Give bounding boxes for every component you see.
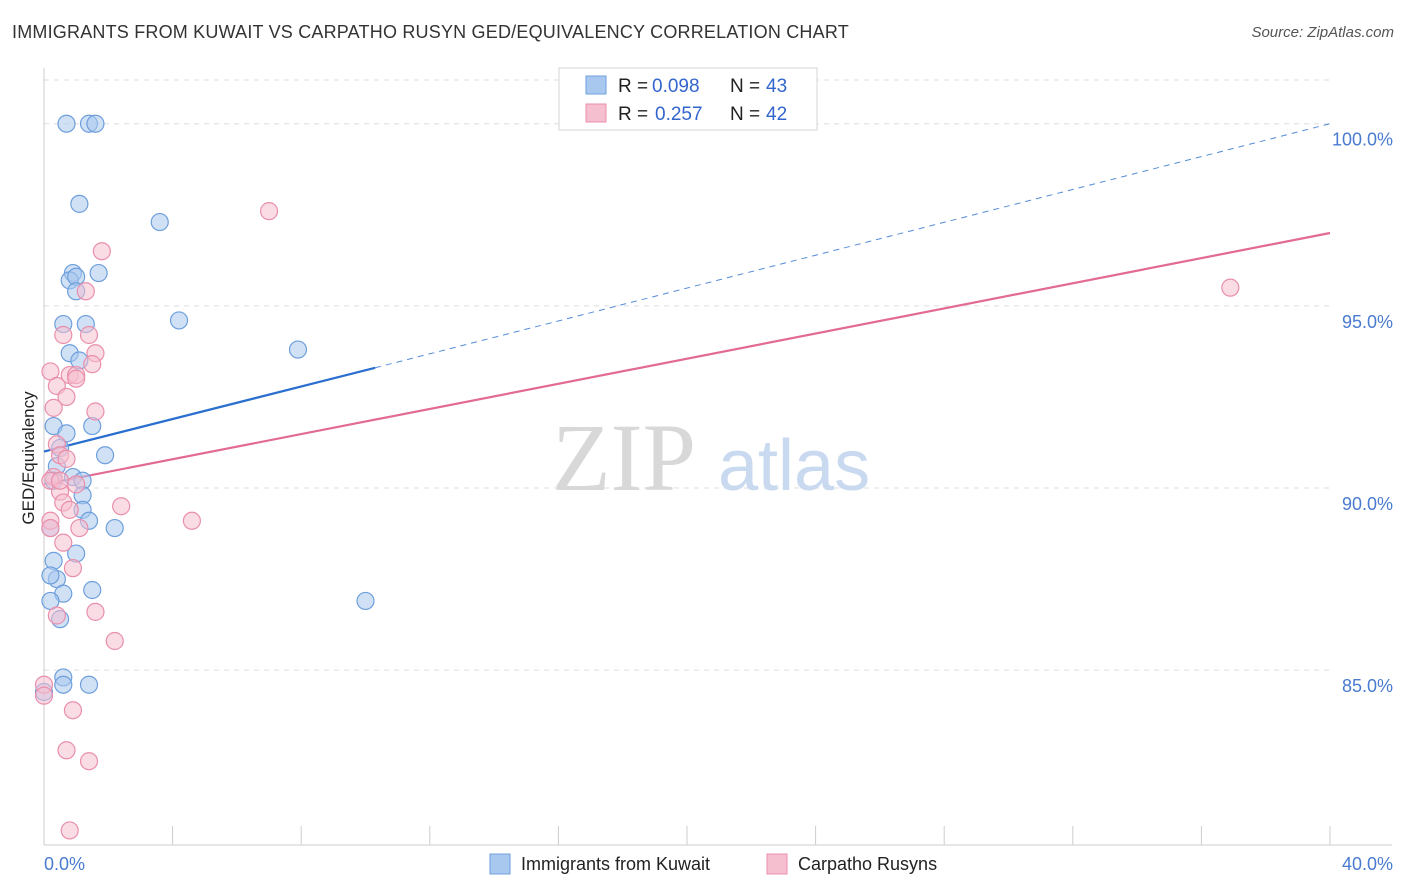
rusyn-point [47, 606, 66, 625]
rusyn-point [54, 533, 73, 552]
legend-n-value-kuwait: 43 [766, 76, 787, 97]
rusyn-point [76, 282, 95, 301]
rusyn-point [79, 752, 99, 771]
kuwait-point [288, 340, 308, 359]
legend-swatch-rusyn [585, 103, 607, 123]
chart-title: IMMIGRANTS FROM KUWAIT VS CARPATHO RUSYN… [12, 22, 849, 42]
rusyn-point [259, 202, 279, 221]
kuwait-point [89, 263, 108, 283]
rusyn-point [63, 701, 83, 720]
rusyn-point [60, 500, 79, 519]
legend-r-label-kuwait: R = [618, 76, 648, 97]
watermark: ZIP atlas [552, 404, 870, 511]
legend-r-label-rusyn: R = [618, 104, 648, 125]
kuwait-point [105, 518, 124, 538]
series-legend-label-kuwait: Immigrants from Kuwait [521, 854, 710, 874]
legend-r-value-kuwait: 0.098 [652, 76, 700, 97]
kuwait-point [169, 311, 189, 330]
stats-legend: R = 0.098 N = 43 R = 0.257 N = 42 [558, 67, 818, 131]
rusyn-point [41, 518, 60, 538]
kuwait-point [95, 446, 115, 465]
kuwait-point [356, 591, 375, 611]
axes: 85.0% 90.0% 95.0% 100.0% 0.0% 40.0% [43, 68, 1393, 874]
rusyn-point [105, 631, 124, 651]
kuwait-point [57, 114, 76, 133]
rusyn-point [54, 325, 73, 345]
series-legend-swatch-kuwait [489, 853, 511, 875]
grid-lines [44, 79, 1330, 671]
y-tick-label: 90.0% [1342, 494, 1393, 514]
rusyn-point [57, 741, 76, 760]
kuwait-point [150, 212, 169, 232]
kuwait-point [83, 580, 102, 600]
rusyn-point [86, 402, 105, 421]
legend-n-label-kuwait: N = [730, 76, 760, 97]
data-points [34, 114, 1240, 840]
kuwait-point [70, 194, 89, 213]
rusyn-point [50, 471, 70, 490]
trend-lines [43, 123, 1331, 486]
y-axis-label: GED/Equivalency [19, 391, 38, 525]
rusyn-point [70, 518, 89, 538]
legend-swatch-kuwait [585, 75, 607, 95]
watermark-atlas: atlas [718, 426, 870, 506]
y-tick-label: 85.0% [1342, 676, 1393, 696]
rusyn-point [60, 821, 79, 840]
rusyn-point [182, 511, 201, 530]
kuwait-point [86, 114, 105, 133]
kuwait-point [41, 566, 60, 585]
rusyn-point [67, 475, 86, 494]
rusyn-point [86, 602, 105, 621]
rusyn-trend-line [43, 231, 1331, 486]
kuwait-trend-extension [375, 123, 1331, 369]
rusyn-point [63, 559, 83, 578]
rusyn-point [112, 497, 131, 516]
rusyn-point [83, 355, 102, 374]
kuwait-point [79, 675, 99, 694]
rusyn-point [67, 369, 86, 388]
series-legend-swatch-rusyn [766, 853, 788, 875]
kuwait-point [54, 675, 73, 694]
kuwait-trend-line [43, 366, 376, 453]
rusyn-point [34, 686, 54, 705]
rusyn-point [1221, 278, 1240, 297]
legend-n-value-rusyn: 42 [766, 104, 787, 125]
rusyn-point [92, 242, 111, 261]
legend-r-value-rusyn: 0.257 [655, 104, 703, 125]
y-tick-label: 100.0% [1332, 130, 1393, 150]
series-legend: Immigrants from Kuwait Carpatho Rusyns [489, 853, 937, 875]
rusyn-point [44, 398, 63, 417]
rusyn-point [57, 449, 76, 468]
y-tick-label: 95.0% [1342, 312, 1393, 332]
series-legend-label-rusyn: Carpatho Rusyns [798, 854, 937, 874]
x-tick-label: 40.0% [1342, 854, 1393, 874]
x-tick-label: 0.0% [44, 854, 85, 874]
rusyn-point [79, 325, 99, 345]
rusyn-point [57, 387, 76, 407]
source-label: Source: ZipAtlas.com [1251, 24, 1394, 41]
legend-n-label-rusyn: N = [730, 104, 760, 125]
watermark-zip: ZIP [552, 404, 696, 511]
